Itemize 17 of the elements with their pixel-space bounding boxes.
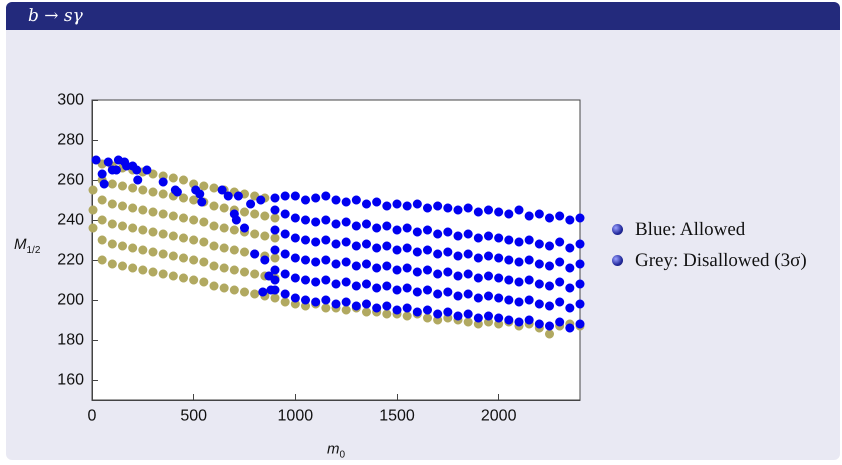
text: Grey: Disallowed (3σ) bbox=[635, 250, 807, 271]
x-tick-label: 500 bbox=[180, 408, 208, 424]
x-tick-label: 0 bbox=[88, 408, 97, 424]
text: Blue: Allowed bbox=[635, 219, 746, 240]
y-tick-label: 300 bbox=[57, 92, 84, 108]
y-tick-label: 200 bbox=[57, 292, 84, 308]
y-tick-label: 180 bbox=[57, 332, 84, 348]
x-tick-label: 1000 bbox=[278, 408, 314, 424]
y-tick-label: 260 bbox=[57, 172, 84, 188]
x-tick-label: 1500 bbox=[379, 408, 415, 424]
y-axis-title: M$_{1/2}$ bbox=[14, 236, 40, 256]
y-tick-label: 160 bbox=[57, 372, 84, 388]
x-tick-label: 2000 bbox=[480, 408, 517, 424]
y-tick-label: 280 bbox=[57, 132, 84, 148]
y-tick-label: 220 bbox=[57, 252, 84, 268]
y-tick-label: 240 bbox=[57, 212, 84, 228]
chart-title: b → sγ bbox=[6, 2, 840, 30]
